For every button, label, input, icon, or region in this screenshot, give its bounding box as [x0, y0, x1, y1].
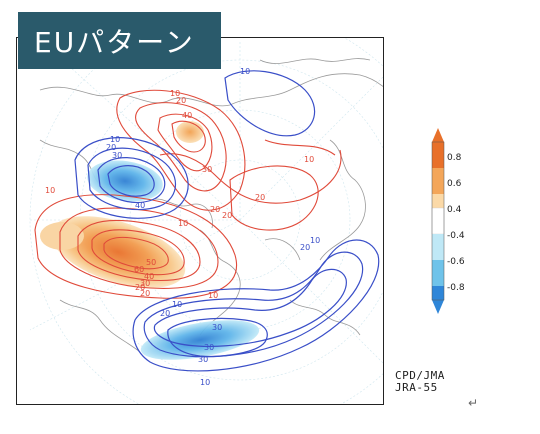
- blue-contours: [74, 70, 380, 372]
- contour-label-b10-ea: 10: [172, 300, 182, 309]
- contour-label-r10-e: 10: [304, 155, 314, 164]
- colorbar-seg-mid-neg: [432, 260, 444, 286]
- contour-label-b10-top: 10: [240, 67, 250, 76]
- contour-label-b10-s: 10: [200, 378, 210, 387]
- contour-label-r30-eu: 30: [140, 279, 150, 288]
- contour-label-r10-c: 10: [178, 219, 188, 228]
- red-contours: [34, 89, 342, 299]
- contour-label-r50-eu: 50: [146, 258, 156, 267]
- credit-line-2: JRA-55: [395, 381, 438, 394]
- contour-label-r20-eu: 20: [140, 289, 150, 298]
- title-banner: EUパターン: [18, 12, 221, 69]
- colorbar-label-0.4: 0.4: [447, 205, 462, 215]
- contour-label-b10: 10: [110, 135, 120, 144]
- colorbar-bottom-arrow: [432, 300, 444, 314]
- contour-label-b20-pac: 20: [300, 243, 310, 252]
- contour-labels: 10 10 20 30 40 10 20 30 10 20 30 30 10 1…: [45, 67, 320, 387]
- colorbar-label-0.8: 0.8: [447, 153, 462, 163]
- colorbar-top-arrow: [432, 128, 444, 142]
- contour-label-r20-eu2: 20: [135, 283, 145, 292]
- credit-line-1: CPD/JMA: [395, 369, 445, 382]
- colorbar-seg-strong-pos: [432, 142, 444, 168]
- colorbar-label-neg0.4: -0.4: [447, 231, 465, 241]
- contour-label-r40-n: 40: [182, 111, 192, 120]
- shade-positive-arctic: [176, 121, 204, 143]
- page-title: EUパターン: [34, 25, 195, 59]
- contour-label-b30-s2: 30: [204, 343, 214, 352]
- return-symbol: ↵: [468, 396, 479, 410]
- contour-label-b30-ea: 30: [212, 323, 222, 332]
- contour-label-r40-eu: 40: [144, 272, 154, 281]
- contour-label-r10-n: 10: [170, 89, 180, 98]
- colorbar-seg-weak-pos: [432, 194, 444, 208]
- contour-label-r60-eu: 60: [134, 265, 144, 274]
- colorbar: [431, 128, 445, 314]
- contour-label-r30: 30: [202, 165, 212, 174]
- contour-label-b20: 20: [106, 143, 116, 152]
- contour-label-r20-e: 20: [255, 193, 265, 202]
- colorbar-label-0.6: 0.6: [447, 179, 462, 189]
- contour-label-b40: 40: [135, 201, 145, 210]
- contour-label-r20-c: 20: [222, 211, 232, 220]
- shade-negative-north-atlantic: [87, 160, 163, 202]
- contour-label-r20-n: 20: [176, 96, 186, 105]
- contour-label-b30-s: 30: [198, 355, 208, 364]
- shading: [40, 121, 260, 360]
- contour-label-r20-mid: 20: [210, 205, 220, 214]
- contour-label-b30: 30: [112, 151, 122, 160]
- colorbar-label-neg0.6: -0.6: [447, 257, 465, 267]
- contour-label-r10-w: 10: [45, 186, 55, 195]
- contour-label-b10-pac: 10: [310, 236, 320, 245]
- colorbar-seg-mid-pos: [432, 168, 444, 194]
- contour-label-r10-s: 10: [208, 291, 218, 300]
- colorbar-label-neg0.8: -0.8: [447, 283, 465, 293]
- colorbar-seg-weak-neg: [432, 234, 444, 260]
- shade-negative-east-asia: [140, 320, 260, 360]
- contour-label-b20-ea: 20: [160, 309, 170, 318]
- colorbar-seg-neutral: [431, 207, 445, 235]
- colorbar-seg-strong-neg: [432, 286, 444, 300]
- shade-positive-europe-tail: [40, 222, 84, 250]
